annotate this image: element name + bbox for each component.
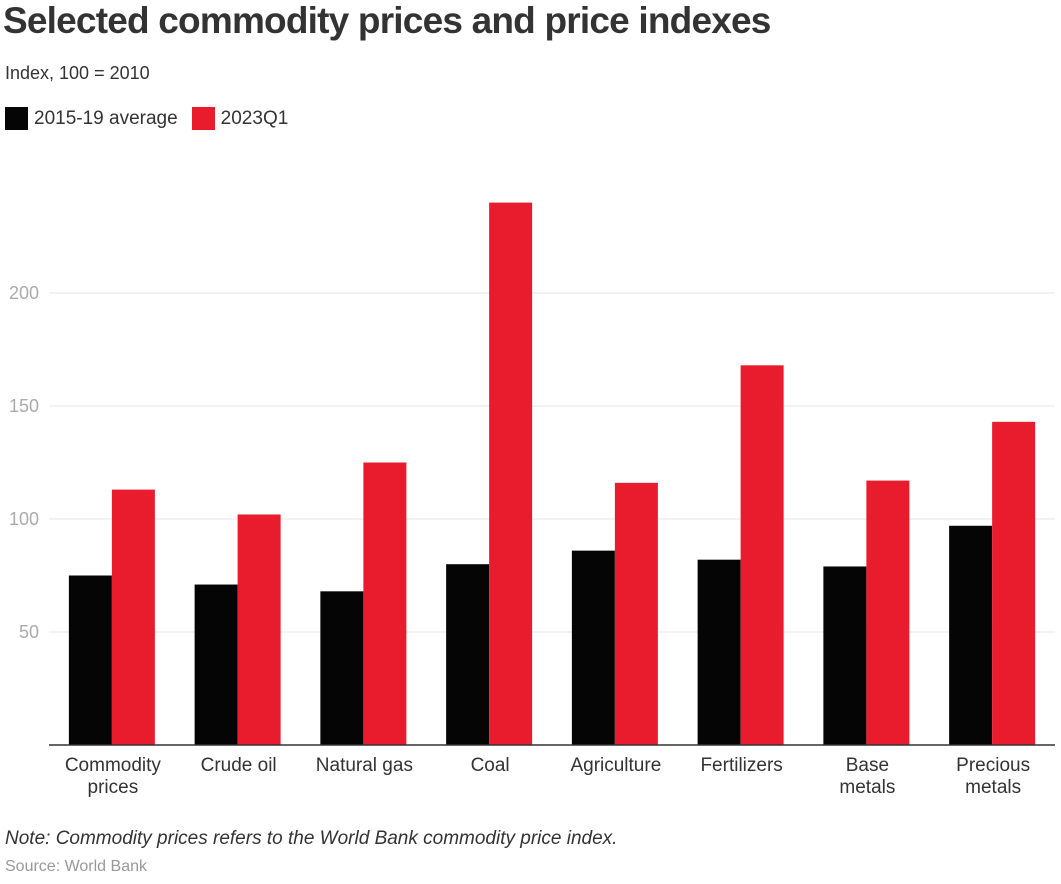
bar-2023q1 [740,365,784,745]
x-tick-label: Coal [471,755,510,776]
legend-label: 2015-19 average [34,107,178,129]
x-tick-label: Natural gas [316,755,413,776]
x-tick-label: Commodity prices [65,755,162,798]
x-tick-label: Crude oil [201,755,277,776]
bar-avg-2015-19 [571,550,615,745]
bar-2023q1 [614,482,658,745]
chart-subtitle: Index, 100 = 2010 [5,63,150,83]
bar-2023q1 [992,421,1036,745]
x-tick-label: Base metals [839,755,895,798]
bar-2023q1 [237,514,281,745]
bar-avg-2015-19 [194,584,238,745]
legend-item-2023q1: 2023Q1 [191,107,289,130]
legend-item-2015-19-average: 2015-19 average [5,107,178,130]
legend-label: 2023Q1 [220,107,289,129]
bar-2023q1 [363,462,407,745]
bar-avg-2015-19 [949,525,993,745]
legend-swatch-red [191,107,215,130]
legend-swatch-black [5,107,28,130]
bar-avg-2015-19 [823,566,867,745]
chart-title: Selected commodity prices and price inde… [3,0,771,41]
bar-avg-2015-19 [320,591,364,745]
y-tick-label: 200 [9,283,39,303]
bar-avg-2015-19 [446,564,490,745]
x-tick-label: Fertilizers [700,755,782,776]
chart-source: Source: World Bank [5,858,147,875]
bar-2023q1 [866,480,910,745]
y-tick-label: 150 [9,396,39,416]
chart-note: Note: Commodity prices refers to the Wor… [5,828,618,849]
bar-avg-2015-19 [697,559,741,745]
y-tick-label: 100 [9,509,39,529]
bar-2023q1 [111,489,155,745]
bar-avg-2015-19 [68,575,112,745]
y-tick-label: 50 [19,622,39,642]
legend: 2015-19 average 2023Q1 [5,107,302,130]
x-tick-label: Agriculture [570,755,661,776]
bar-2023q1 [489,202,533,746]
x-tick-label: Precious metals [956,755,1030,798]
